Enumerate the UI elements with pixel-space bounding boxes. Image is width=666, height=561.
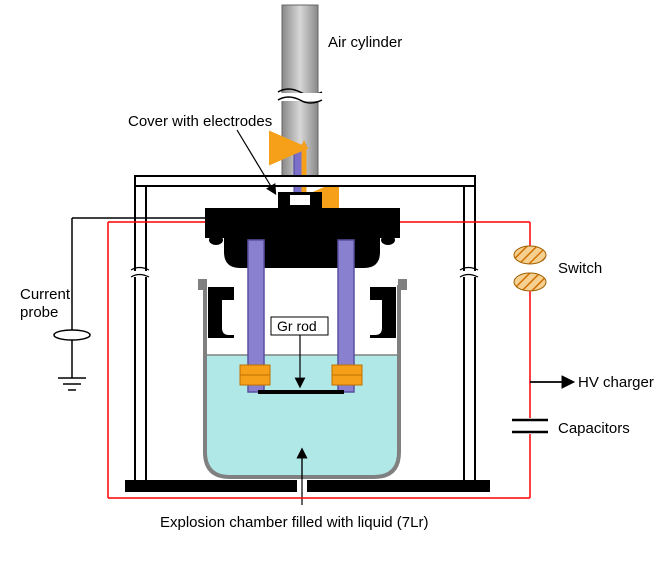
current-probe-label-1: Current bbox=[20, 286, 70, 303]
switch-label: Switch bbox=[558, 260, 602, 277]
explosion-chamber bbox=[198, 279, 407, 477]
current-probe-label-2: probe bbox=[20, 304, 58, 321]
red-wire-left bbox=[108, 222, 205, 498]
gr-rod-label: Gr rod bbox=[277, 318, 317, 334]
capacitors-label: Capacitors bbox=[558, 420, 630, 437]
explosion-chamber-label: Explosion chamber filled with liquid (7L… bbox=[160, 514, 428, 531]
diagram-canvas: Air cylinder Cover with electrodes Curre… bbox=[0, 0, 666, 561]
air-cylinder-label: Air cylinder bbox=[328, 34, 402, 51]
hv-charger-label: HV charger bbox=[578, 374, 654, 391]
current-probe bbox=[54, 218, 205, 390]
capacitor-icon bbox=[512, 420, 548, 432]
cover-assembly bbox=[205, 192, 400, 268]
diagram-svg bbox=[0, 0, 666, 561]
cover-electrodes-label: Cover with electrodes bbox=[128, 113, 272, 130]
switch-icon bbox=[514, 246, 546, 291]
